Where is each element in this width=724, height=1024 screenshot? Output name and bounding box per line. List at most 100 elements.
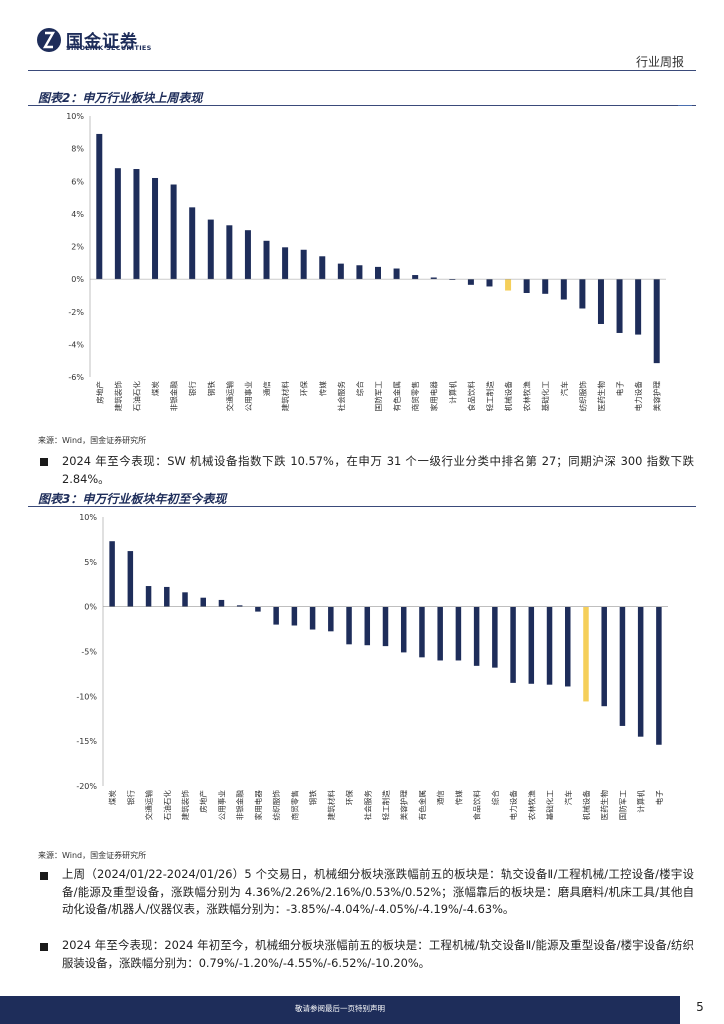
bar-公用事业 — [218, 599, 225, 607]
bar-美容护理 — [400, 606, 407, 653]
bar-家用电器 — [255, 606, 261, 612]
bar-银行 — [189, 207, 196, 280]
figure2-title-rule — [28, 105, 696, 106]
x-tick-label: 煤炭 — [107, 790, 117, 806]
report-type-label: 行业周报 — [635, 55, 684, 69]
bar-基础化工 — [546, 606, 553, 685]
x-tick-label: 非银金融 — [235, 790, 245, 821]
bar-石油石化 — [164, 586, 170, 607]
y-tick-label: -6% — [68, 373, 84, 382]
bar-石油石化 — [133, 169, 140, 280]
bar-房地产 — [96, 133, 103, 280]
x-tick-label: 基础化工 — [540, 381, 550, 412]
x-tick-label: 机械设备 — [581, 790, 591, 821]
page-number: 5 — [696, 1000, 704, 1014]
x-tick-label: 电力设备 — [633, 381, 643, 412]
bar-非银金融 — [236, 605, 243, 607]
bar-综合 — [492, 606, 498, 668]
x-tick-label: 电子 — [654, 790, 664, 806]
bar-环保 — [346, 606, 352, 645]
figure2-rule-accent — [678, 105, 692, 106]
x-tick-label: 社会服务 — [362, 790, 372, 821]
x-tick-label: 社会服务 — [336, 381, 346, 412]
bar-煤炭 — [152, 177, 159, 280]
x-tick-label: 医药生物 — [596, 381, 606, 412]
bar-煤炭 — [109, 541, 115, 607]
x-tick-label: 公用事业 — [243, 381, 253, 412]
logo-chinese-name: 国金证券 — [66, 32, 138, 52]
bar-机械设备 — [583, 606, 589, 702]
y-tick-label: -20% — [76, 782, 97, 791]
bar-非银金融 — [170, 184, 177, 280]
x-tick-label: 医药生物 — [599, 790, 609, 821]
x-tick-label: 机械设备 — [503, 381, 513, 412]
x-tick-label: 煤炭 — [150, 381, 160, 397]
x-tick-label: 计算机 — [636, 790, 646, 813]
bullet-marker — [40, 943, 48, 951]
footer-disclaimer: 敬请参阅最后一页特别声明 — [295, 1004, 385, 1013]
x-tick-label: 建筑装饰 — [180, 790, 190, 821]
x-tick-label: 农林牧渔 — [526, 790, 536, 821]
x-tick-label: 国防军工 — [617, 790, 627, 821]
bar-有色金属 — [393, 268, 400, 280]
x-tick-label: 农林牧渔 — [522, 381, 532, 412]
bullet-marker — [40, 458, 48, 466]
x-tick-label: 房地产 — [94, 381, 104, 404]
figure3-title: 图表3：申万行业板块年初至今表现 — [38, 492, 227, 506]
x-tick-label: 通信 — [262, 381, 272, 397]
x-tick-label: 轻工制造 — [484, 381, 494, 412]
x-tick-label: 商贸零售 — [410, 381, 420, 411]
figure3-bar-chart: -20% -15% -10% -5% 0% 5% 10% 煤炭 银行 交通运输 石油石化 建筑装饰 房地… — [76, 513, 668, 821]
x-tick-label: 房地产 — [198, 790, 208, 813]
x-tick-label: 建筑材料 — [280, 381, 290, 412]
y-tick-label: -5% — [81, 648, 97, 657]
y-tick-label: 5% — [84, 558, 97, 567]
paragraph-ytd-performance: 2024 年至今表现：SW 机械设备指数下跌 10.57%，在申万 31 个一级… — [62, 454, 694, 486]
x-tick-label: 轻工制造 — [381, 790, 391, 821]
bullet-marker — [40, 872, 48, 880]
x-tick-label: 美容护理 — [399, 790, 409, 821]
bar-国防军工 — [375, 266, 381, 280]
y-tick-label: 0% — [84, 603, 97, 612]
bar-农林牧渔 — [528, 606, 535, 684]
x-tick-label: 纺织服饰 — [271, 790, 281, 821]
bar-钢铁 — [309, 606, 316, 630]
bar-轻工制造 — [486, 279, 493, 287]
bar-建筑材料 — [328, 606, 334, 632]
x-tick-label: 环保 — [345, 790, 354, 806]
figure2-bar-chart: -6% -4% -2% 0% 2% 4% 6% 8% 10% 房地产 建筑装饰 石油石化 煤炭 非银金融银… — [66, 112, 666, 412]
y-tick-label: -4% — [68, 340, 84, 349]
x-tick-label: 钢铁 — [206, 381, 216, 397]
x-tick-label: 纺织服饰 — [577, 381, 587, 412]
bar-交通运输 — [145, 586, 152, 607]
bar-汽车 — [560, 279, 567, 300]
bar-公用事业 — [244, 230, 251, 280]
x-tick-label: 传媒 — [317, 381, 327, 397]
bar-农林牧渔 — [523, 279, 530, 293]
bar-环保 — [300, 249, 307, 280]
header-divider — [28, 70, 696, 71]
bar-社会服务 — [337, 263, 344, 280]
y-tick-label: -15% — [76, 737, 97, 746]
y-tick-label: 10% — [79, 513, 97, 522]
x-tick-label: 汽车 — [559, 381, 569, 397]
bar-医药生物 — [597, 279, 604, 324]
figure3-source: 来源：Wind，国金证券研究所 — [38, 851, 147, 860]
bar-综合 — [356, 265, 363, 280]
x-tick-label: 综合 — [490, 790, 500, 806]
y-tick-label: 4% — [71, 210, 84, 219]
bar-电力设备 — [635, 279, 642, 335]
x-tick-label: 综合 — [354, 381, 364, 397]
bar-电力设备 — [510, 606, 516, 683]
bar-建筑材料 — [282, 247, 289, 280]
bar-社会服务 — [364, 606, 371, 646]
x-tick-label: 有色金属 — [417, 790, 427, 820]
bar-银行 — [127, 551, 134, 607]
footer-bar — [0, 996, 680, 1024]
x-tick-label: 银行 — [125, 790, 135, 806]
y-tick-label: 6% — [71, 177, 84, 186]
bar-纺织服饰 — [579, 279, 586, 309]
paragraph-ytd-subsectors: 2024 年至今表现：2024 年初至今，机械细分板块涨幅前五的板块是：工程机械… — [62, 938, 694, 970]
x-tick-label: 计算机 — [447, 381, 457, 404]
paragraph-weekly-subsectors: 上周（2024/01/22-2024/01/26）5 个交易日，机械细分板块涨跌… — [62, 867, 694, 916]
